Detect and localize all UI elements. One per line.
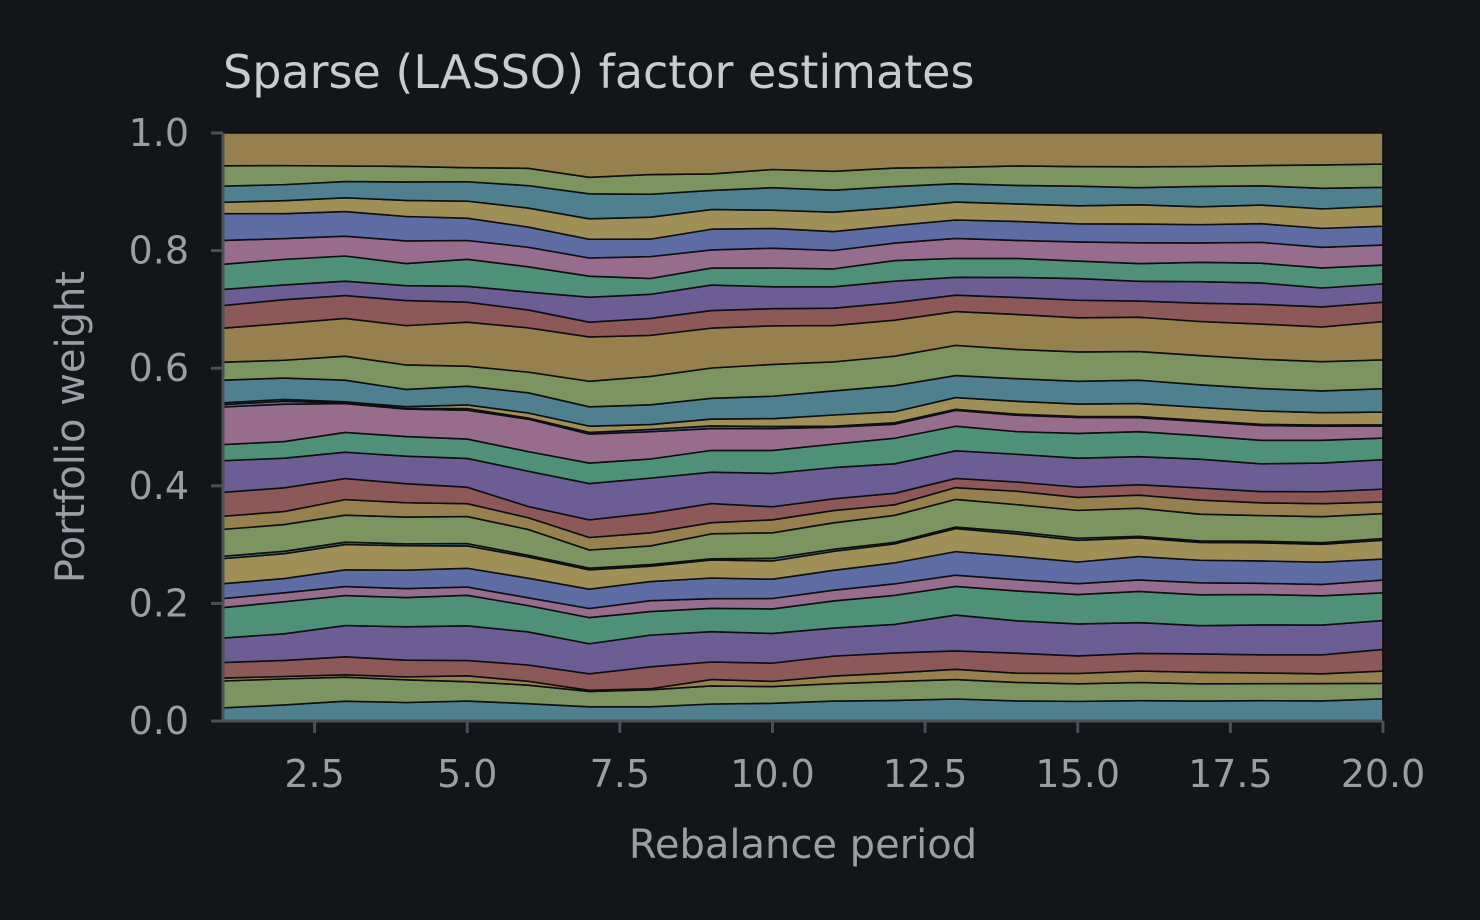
y-tick-label: 0.0: [129, 699, 189, 743]
x-axis-label: Rebalance period: [629, 822, 977, 868]
y-tick-label: 0.4: [129, 464, 189, 508]
chart-title: Sparse (LASSO) factor estimates: [223, 45, 974, 99]
x-tick-label: 20.0: [1341, 752, 1426, 796]
x-tick-label: 5.0: [437, 752, 497, 796]
y-tick-label: 0.2: [129, 581, 189, 625]
plot-area: [222, 132, 1384, 722]
x-tick-label: 2.5: [284, 752, 344, 796]
x-tick-label: 15.0: [1035, 752, 1120, 796]
y-tick-label: 1.0: [129, 111, 189, 155]
x-tick-label: 17.5: [1188, 752, 1273, 796]
axes: 0.0 0.2 0.4 0.6 0.8 1.0 2.5 5.0 7.5 10.0 12.5 15.0 1…: [129, 111, 1426, 796]
x-tick-label: 7.5: [590, 752, 650, 796]
y-axis-label: Portfolio weight: [48, 271, 94, 583]
y-tick-label: 0.8: [129, 229, 189, 273]
x-tick-label: 12.5: [883, 752, 968, 796]
area-layer-30: [222, 132, 1384, 179]
x-tick-label: 10.0: [730, 752, 815, 796]
y-tick-label: 0.6: [129, 346, 189, 390]
